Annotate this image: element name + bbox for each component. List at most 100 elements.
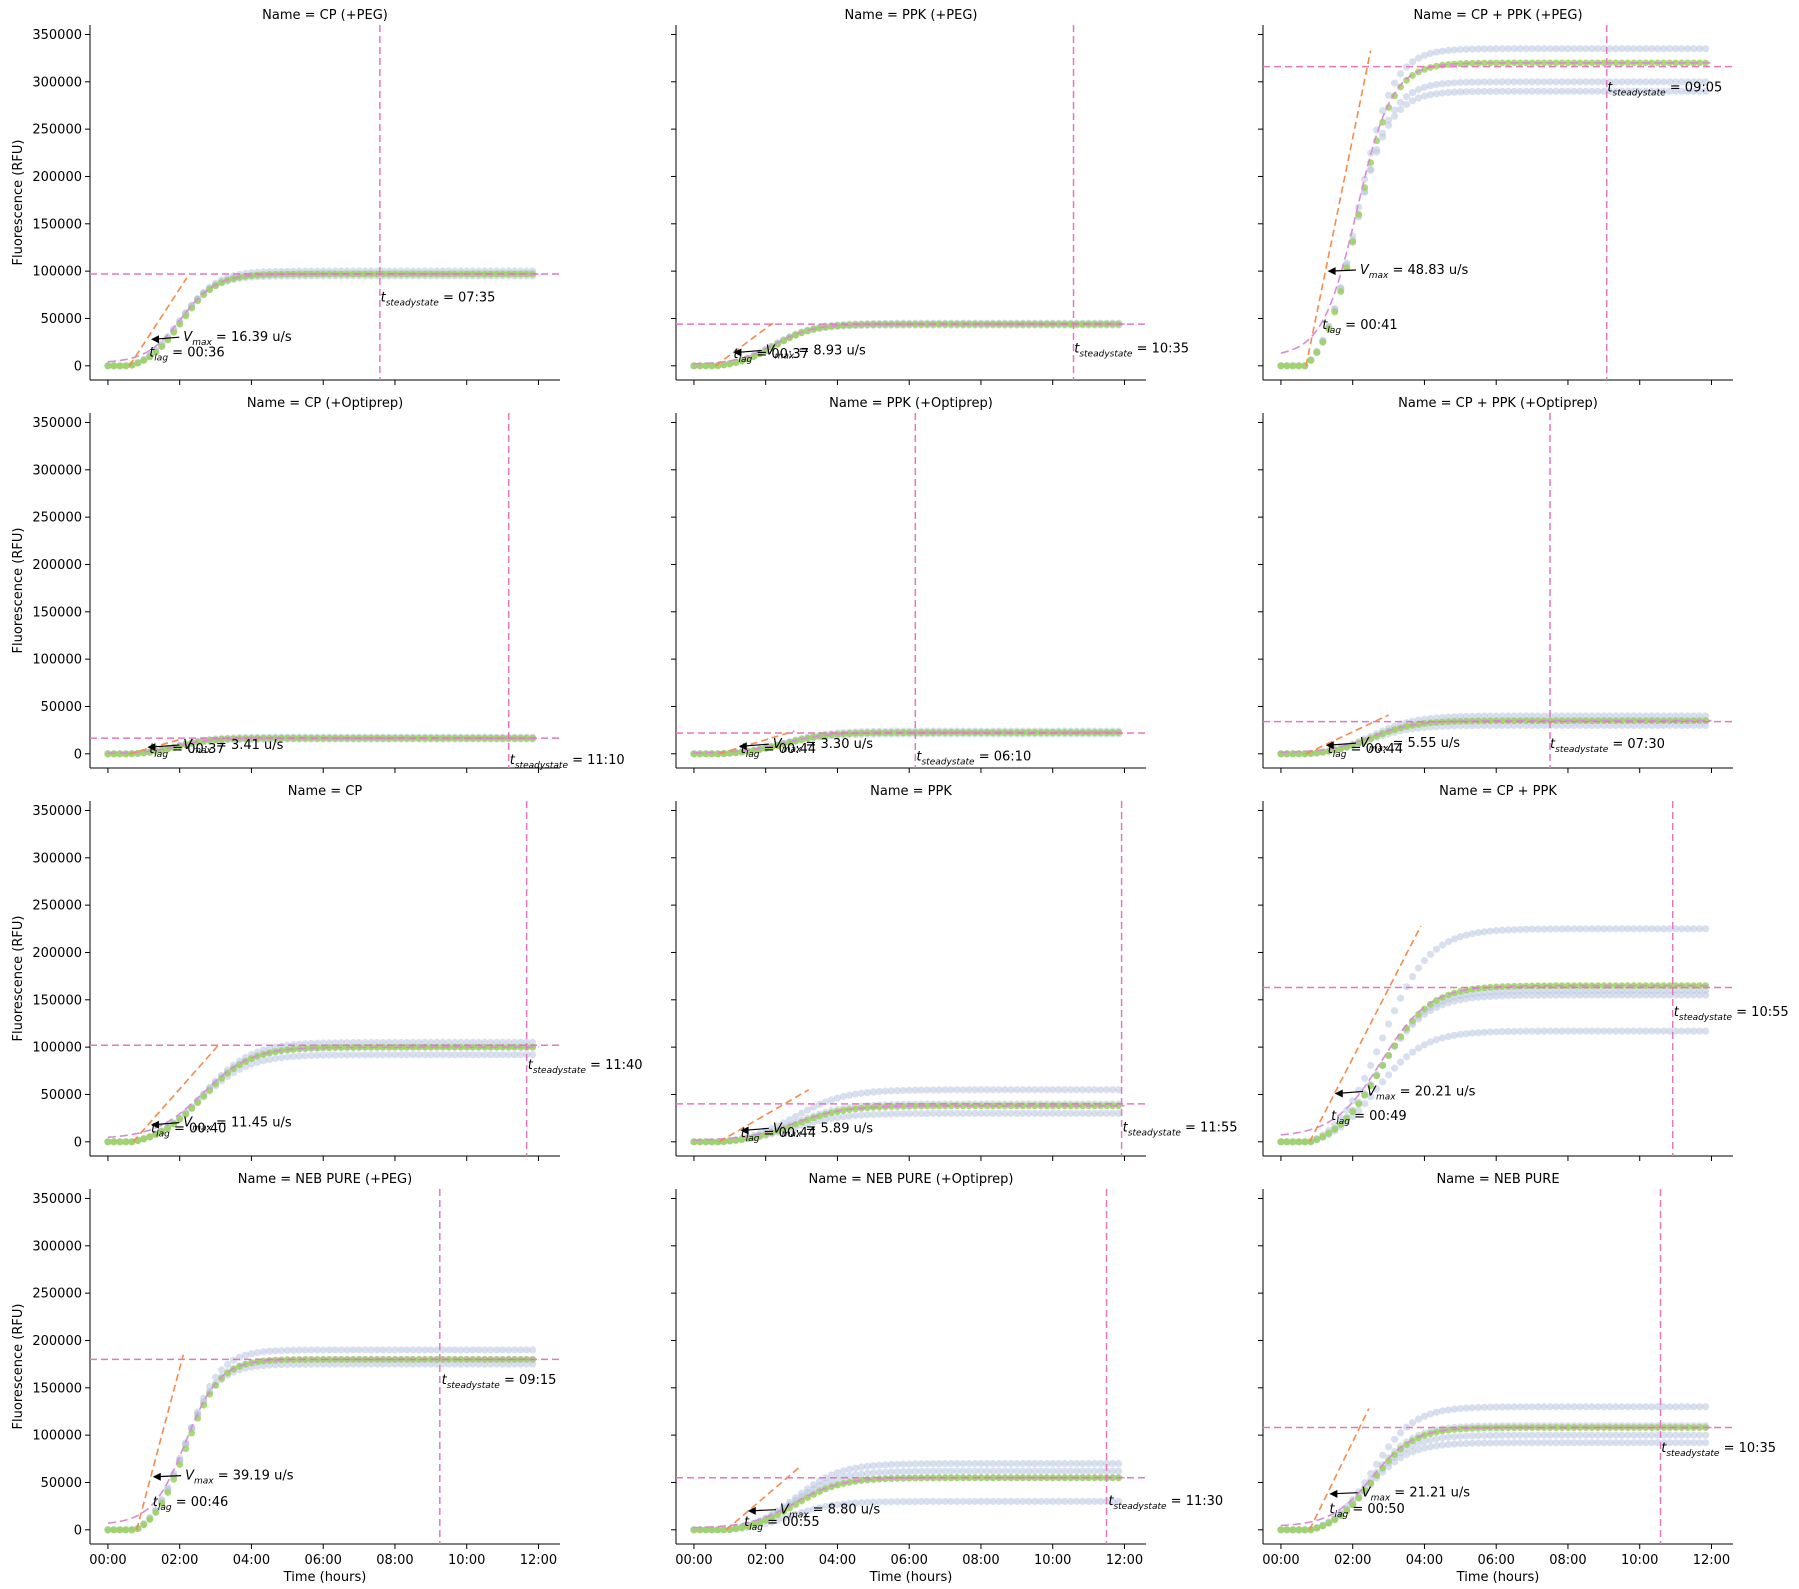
vmax-arrowhead bbox=[152, 1472, 161, 1481]
replicate-point bbox=[1438, 89, 1447, 97]
mean-point bbox=[1612, 59, 1620, 67]
mean-point bbox=[182, 1110, 190, 1118]
mean-point bbox=[1337, 288, 1345, 295]
replicate-point bbox=[1666, 78, 1674, 86]
y-axis-label: Fluorescence (RFU) bbox=[11, 528, 26, 654]
replicate-point bbox=[1666, 87, 1674, 95]
replicate-point bbox=[1462, 78, 1470, 86]
replicate-point bbox=[1540, 45, 1548, 53]
replicate-point bbox=[1390, 106, 1399, 114]
replicate-point bbox=[1624, 78, 1632, 86]
y-axis-label: Fluorescence (RFU) bbox=[11, 1304, 26, 1430]
mean-point bbox=[194, 297, 202, 305]
replicate-point bbox=[1701, 45, 1710, 53]
panel-title: Name = CP + PPK (+PEG) bbox=[1413, 8, 1582, 23]
replicate-point bbox=[1684, 78, 1692, 86]
replicate-point bbox=[1588, 721, 1596, 730]
replicate-point bbox=[1684, 45, 1692, 53]
vmax-arrowhead bbox=[150, 335, 159, 344]
replicate-point bbox=[1672, 78, 1680, 86]
replicate-point bbox=[1612, 45, 1620, 53]
replicate-point bbox=[1408, 58, 1417, 66]
replicate-point bbox=[1666, 45, 1674, 53]
tlag-label: tlag = 00:36 bbox=[149, 345, 224, 363]
tsteady-label: tsteadystate = 11:30 bbox=[1108, 1494, 1223, 1512]
mean-point bbox=[1540, 59, 1548, 67]
replicate-point bbox=[1660, 45, 1668, 53]
mean-point bbox=[1510, 717, 1518, 725]
replicate-point bbox=[1642, 78, 1650, 86]
replicate-point bbox=[1390, 1064, 1399, 1072]
mean-point bbox=[1313, 749, 1321, 757]
mean-point bbox=[1570, 717, 1578, 725]
replicate-point bbox=[1408, 97, 1417, 105]
mean-point bbox=[158, 1128, 166, 1136]
panel-title: Name = CP bbox=[288, 784, 363, 799]
replicate-point bbox=[1618, 87, 1626, 95]
replicate-point bbox=[445, 1051, 453, 1059]
replicate-point bbox=[1444, 79, 1453, 87]
replicate-point bbox=[839, 1092, 848, 1101]
mean-point bbox=[1558, 717, 1566, 725]
replicate-point bbox=[1510, 87, 1518, 95]
mean-point bbox=[158, 343, 166, 351]
mean-point bbox=[935, 320, 943, 328]
mean-point bbox=[780, 337, 788, 345]
y-tick-label: 200000 bbox=[32, 558, 82, 573]
x-tick-label: 06:00 bbox=[1477, 1553, 1514, 1568]
replicate-point bbox=[1402, 100, 1411, 109]
mean-point bbox=[122, 750, 130, 758]
y-tick-label: 300000 bbox=[32, 1239, 82, 1254]
mean-point bbox=[188, 1429, 196, 1437]
y-tick-label: 250000 bbox=[32, 511, 82, 526]
replicate-point bbox=[1390, 1435, 1399, 1443]
x-axis-label: Time (hours) bbox=[1456, 1570, 1540, 1585]
mean-point bbox=[116, 1526, 124, 1534]
replicate-point bbox=[1438, 1407, 1447, 1415]
mean-point bbox=[1468, 59, 1476, 67]
vmax-arrowhead bbox=[738, 742, 747, 751]
replicate-point bbox=[1528, 721, 1536, 730]
replicate-point bbox=[307, 1051, 315, 1060]
mean-point bbox=[200, 291, 208, 299]
y-tick-label: 100000 bbox=[32, 265, 82, 280]
replicate-point bbox=[1444, 46, 1453, 54]
panel-title: Name = NEB PURE (+PEG) bbox=[238, 1172, 412, 1187]
replicate-point bbox=[1660, 87, 1668, 95]
panel-title: Name = CP + PPK bbox=[1439, 784, 1557, 799]
panel-10: Name = NEB PURE (+PEG) 0 50000 100000 150000… bbox=[11, 1172, 560, 1585]
y-tick-label: 100000 bbox=[32, 1429, 82, 1444]
mean-point bbox=[116, 1138, 124, 1146]
mean-point bbox=[1456, 60, 1464, 68]
panel-title: Name = NEB PURE (+Optiprep) bbox=[808, 1172, 1013, 1187]
vmax-label: Vmax = 39.19 u/s bbox=[185, 1469, 294, 1487]
replicate-point bbox=[481, 1051, 489, 1059]
panel-4: Name = CP (+Optiprep) 0 50000 100000 150000 2… bbox=[11, 396, 625, 773]
replicate-point bbox=[1432, 90, 1441, 98]
mean-point bbox=[146, 1133, 154, 1141]
mean-point bbox=[140, 1135, 148, 1143]
mean-point bbox=[1600, 59, 1608, 67]
replicate-point bbox=[493, 1051, 501, 1059]
y-tick-label: 0 bbox=[74, 1135, 82, 1150]
x-tick-label: 02:00 bbox=[747, 1553, 784, 1568]
replicate-point bbox=[1701, 1439, 1710, 1447]
x-tick-label: 00:00 bbox=[675, 1553, 712, 1568]
replicate-point bbox=[1396, 1429, 1405, 1437]
mean-point bbox=[104, 1526, 112, 1534]
mean-points bbox=[1277, 59, 1709, 370]
mean-point bbox=[146, 1516, 154, 1523]
replicate-point bbox=[1630, 87, 1638, 95]
replicate-point bbox=[1552, 87, 1560, 95]
replicate-point bbox=[1570, 721, 1578, 730]
tsteady-label: tsteadystate = 11:40 bbox=[528, 1058, 643, 1076]
mean-point bbox=[1486, 717, 1494, 725]
y-tick-label: 200000 bbox=[32, 170, 82, 185]
replicate-point bbox=[1695, 87, 1704, 95]
replicate-point bbox=[1486, 78, 1494, 86]
replicate-point bbox=[1642, 87, 1650, 95]
x-axis-label: Time (hours) bbox=[869, 1570, 953, 1585]
vmax-label: Vmax = 3.41 u/s bbox=[183, 738, 283, 756]
replicate-point bbox=[295, 1052, 303, 1060]
mean-point bbox=[1504, 59, 1512, 67]
